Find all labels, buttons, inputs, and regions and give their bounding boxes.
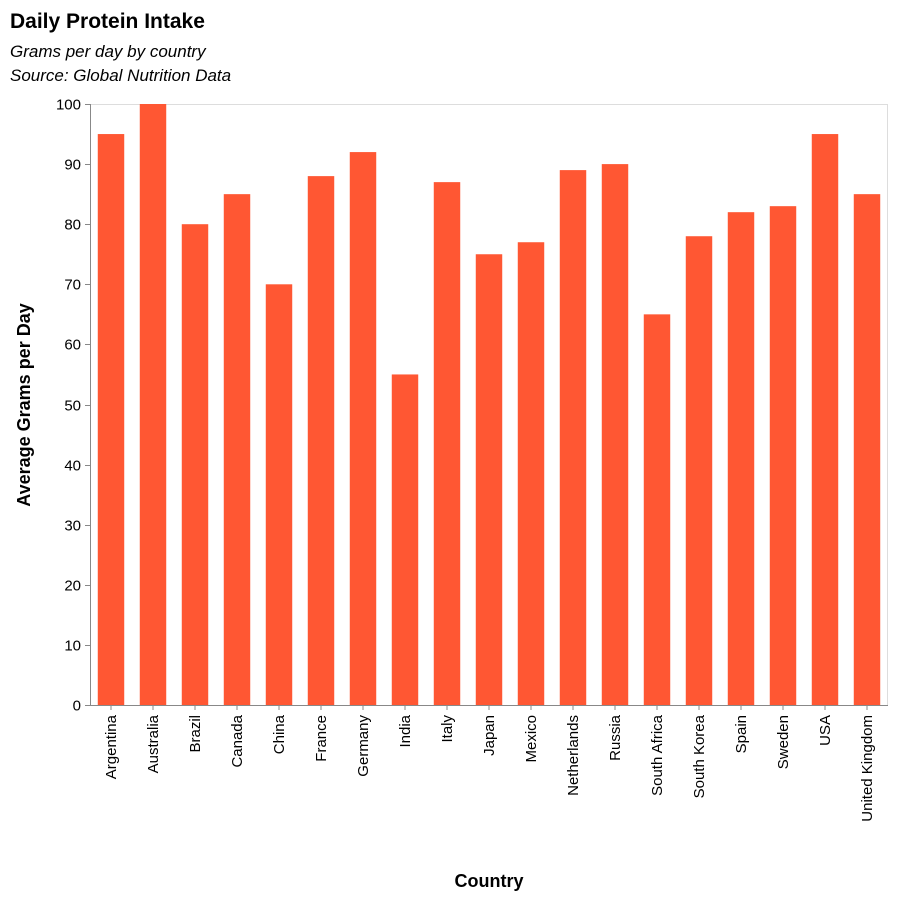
x-tick-label: France [313,715,330,762]
y-tick-label: 0 [73,698,81,715]
x-tick-label: Italy [439,715,456,743]
bar [601,164,629,706]
y-tick-label: 20 [64,578,81,595]
bar [391,374,419,705]
x-tick-label: India [397,714,414,747]
y-tick-label: 100 [56,97,81,114]
bar [517,242,545,706]
y-tick-label: 40 [64,458,81,475]
x-tick-label: China [271,714,288,754]
bar [685,236,713,705]
x-tick-label: United Kingdom [859,715,876,822]
y-tick-label: 70 [64,277,81,294]
y-axis: 0 10 20 30 40 50 60 70 80 90 100 [56,97,91,715]
bars [97,104,881,706]
y-tick-label: 30 [64,518,81,535]
x-tick-label: Mexico [523,715,540,763]
chart-subtitle-line-1: Grams per day by country [10,42,207,61]
bar [265,284,293,705]
x-tick-label: South Africa [649,714,666,796]
y-tick-label: 10 [64,638,81,655]
x-tick-label: Argentina [103,714,120,779]
chart-subtitle-line-2: Source: Global Nutrition Data [10,66,231,85]
x-tick-label: Japan [481,715,498,756]
y-tick-label: 50 [64,398,81,415]
y-axis-title: Average Grams per Day [14,303,34,506]
bar [349,152,377,705]
bar [475,254,503,705]
x-tick-label: Sweden [775,715,792,769]
bar [223,194,251,705]
bar [643,314,671,705]
bar [769,206,797,706]
x-tick-label: Brazil [187,715,204,753]
x-tick-label: Canada [229,714,246,767]
x-tick-label: USA [817,715,834,746]
bar [853,194,881,705]
chart-title: Daily Protein Intake [10,10,205,33]
x-axis-title: Country [455,871,524,891]
bar [727,212,755,705]
x-tick-label: Australia [145,714,162,773]
x-tick-label: Germany [355,715,372,777]
y-tick-label: 90 [64,157,81,174]
y-tick-label: 60 [64,337,81,354]
bar [811,134,839,706]
x-axis: Argentina Australia Brazil Canada China Franc… [90,705,888,822]
x-tick-label: Netherlands [565,715,582,796]
y-tick-label: 80 [64,217,81,234]
bar [181,224,209,705]
bar [97,134,125,706]
bar [139,104,167,705]
bar [307,176,335,705]
x-tick-label: Russia [607,714,624,761]
x-tick-label: Spain [733,715,750,753]
bar [559,170,587,706]
x-tick-label: South Korea [691,714,708,798]
bar [433,182,461,705]
